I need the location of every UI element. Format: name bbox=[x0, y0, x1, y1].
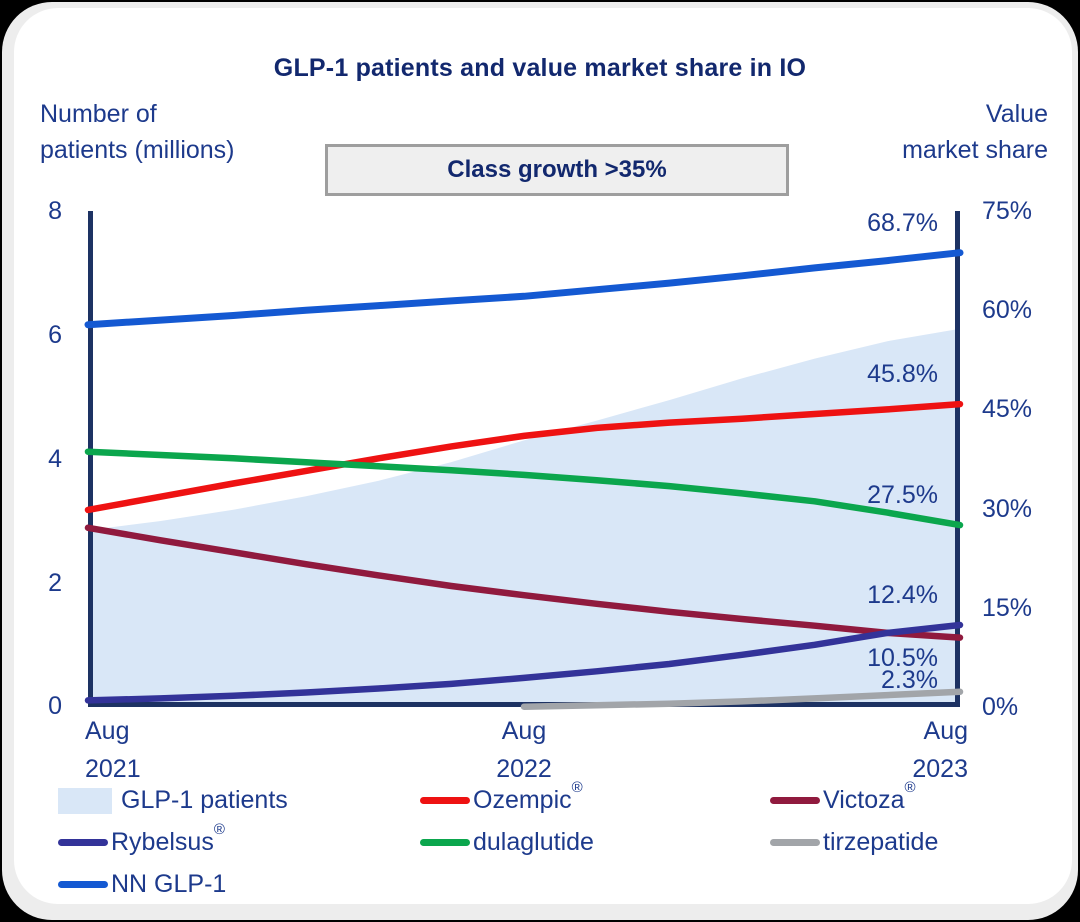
series-line-tirzepatide bbox=[520, 688, 964, 710]
legend-line-swatch bbox=[770, 839, 820, 846]
x-axis-tick-aug-2022: Aug 2022 bbox=[454, 712, 594, 788]
legend-item-ozempic: Ozempic® bbox=[420, 778, 770, 817]
series-end-label-tirzepatide: 2.3% bbox=[881, 665, 938, 694]
series-end-label-nn-glp-1: 68.7% bbox=[867, 208, 938, 237]
chart-plot-area bbox=[84, 211, 964, 710]
right-axis-tick: 60% bbox=[982, 296, 1033, 324]
legend-item-tirzepatide: tirzepatide bbox=[770, 826, 1040, 859]
left-axis-tick: 0 bbox=[48, 692, 62, 720]
legend-label: Rybelsus® bbox=[111, 820, 225, 856]
left-axis-tick: 6 bbox=[48, 321, 62, 349]
legend-line-swatch bbox=[420, 797, 470, 804]
right-axis-tick: 75% bbox=[982, 197, 1033, 225]
legend-item-nn-glp-1: NN GLP-1 bbox=[58, 868, 420, 901]
x-tick-month: Aug bbox=[85, 717, 130, 745]
right-axis-tick: 0% bbox=[982, 693, 1019, 721]
x-tick-year: 2023 bbox=[912, 755, 968, 783]
legend-label: Victoza® bbox=[823, 778, 916, 814]
series-line-victoza bbox=[84, 524, 964, 641]
x-axis-tick-aug-2023: Aug 2023 bbox=[828, 712, 968, 788]
series-end-label-dulaglutide: 27.5% bbox=[867, 481, 938, 510]
legend-label: Ozempic® bbox=[473, 778, 583, 814]
left-axis-tick: 8 bbox=[48, 197, 62, 225]
legend-line-swatch bbox=[770, 797, 820, 804]
left-axis-title: Number of patients (millions) bbox=[40, 100, 235, 164]
chart-title: GLP-1 patients and value market share in… bbox=[273, 54, 807, 82]
right-axis-tick: 45% bbox=[982, 395, 1033, 423]
x-tick-month: Aug bbox=[923, 717, 968, 745]
right-axis-tick: 15% bbox=[982, 594, 1033, 622]
series-end-label-rybelsus: 12.4% bbox=[867, 580, 938, 609]
class-growth-callout: Class growth >35% bbox=[325, 144, 789, 196]
legend-line-swatch bbox=[58, 839, 108, 846]
series-line-rybelsus bbox=[84, 621, 964, 704]
x-tick-month: Aug bbox=[501, 717, 547, 745]
left-axis-tick: 2 bbox=[48, 569, 62, 597]
series-line-dulaglutide bbox=[84, 448, 964, 529]
x-axis-tick-aug-2021: Aug 2021 bbox=[85, 712, 225, 788]
registered-mark: ® bbox=[213, 820, 225, 838]
series-end-label-victoza: 10.5% bbox=[867, 643, 938, 672]
legend-label: GLP-1 patients bbox=[121, 786, 288, 814]
legend-label: tirzepatide bbox=[823, 828, 939, 856]
registered-mark: ® bbox=[904, 778, 916, 796]
legend-item-glp-1-patients: GLP-1 patients bbox=[58, 784, 420, 817]
area-glp1-patients bbox=[88, 328, 960, 707]
legend-line-swatch bbox=[420, 839, 470, 846]
right-axis-title: Value market share bbox=[902, 100, 1048, 164]
legend-label: dulaglutide bbox=[473, 828, 594, 856]
legend-item-dulaglutide: dulaglutide bbox=[420, 826, 770, 859]
series-line-ozempic bbox=[84, 400, 964, 514]
series-end-label-ozempic: 45.8% bbox=[867, 360, 938, 389]
legend-item-victoza: Victoza® bbox=[770, 778, 1040, 817]
chart-legend: GLP-1 patients Ozempic® Victoza® Rybelsus® d… bbox=[58, 778, 1040, 901]
registered-mark: ® bbox=[571, 778, 583, 796]
right-axis-tick: 30% bbox=[982, 495, 1033, 523]
legend-item-rybelsus: Rybelsus® bbox=[58, 820, 420, 859]
class-growth-text: Class growth >35% bbox=[447, 156, 667, 183]
legend-line-swatch bbox=[58, 881, 108, 888]
left-axis-tick: 4 bbox=[48, 445, 62, 473]
x-tick-year: 2022 bbox=[496, 755, 552, 783]
x-tick-year: 2021 bbox=[85, 755, 141, 783]
series-line-nn-glp-1 bbox=[84, 249, 964, 329]
legend-area-swatch bbox=[58, 787, 112, 814]
legend-label: NN GLP-1 bbox=[111, 870, 227, 898]
